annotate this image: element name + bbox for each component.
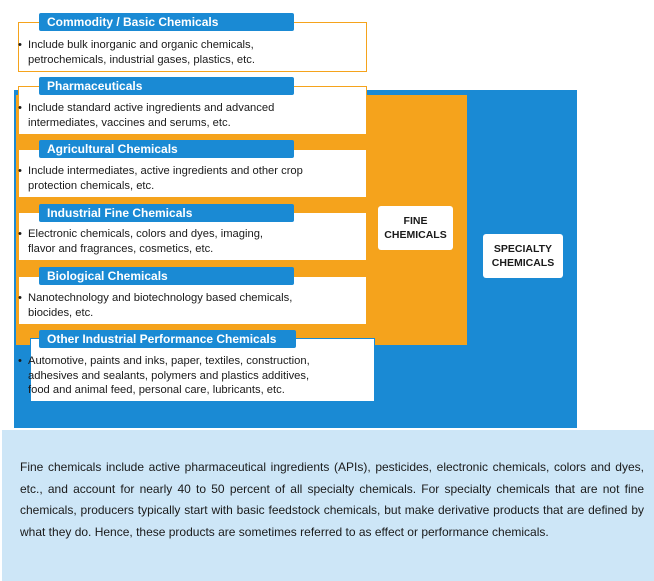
category-desc-line: petrochemicals, industrial gases, plasti… <box>28 53 255 66</box>
category-title-biological: Biological Chemicals <box>39 267 294 285</box>
bullet-glyph: • <box>18 39 22 51</box>
category-desc-line: Automotive, paints and inks, paper, text… <box>28 355 310 367</box>
category-desc-line: adhesives and sealants, polymers and pla… <box>28 369 310 382</box>
category-box-other-performance <box>30 338 375 402</box>
specialty-label-line: SPECIALTY <box>493 243 553 255</box>
category-desc-line: flavor and fragrances, cosmetics, etc. <box>28 242 214 255</box>
category-desc-line: biocides, etc. <box>28 306 94 319</box>
category-desc-line: Include intermediates, active ingredient… <box>28 165 303 177</box>
category-title-industrial-fine: Industrial Fine Chemicals <box>39 204 294 222</box>
bullet-glyph: • <box>18 102 22 114</box>
fine-chemicals-label: FINE CHEMICALS <box>378 206 453 250</box>
category-desc-industrial-fine: • Electronic chemicals, colors and dyes,… <box>18 227 264 256</box>
category-desc-line: intermediates, vaccines and serums, etc. <box>28 116 231 129</box>
bullet-glyph: • <box>18 292 22 304</box>
footer-note-text: Fine chemicals include active pharmaceut… <box>20 460 644 539</box>
category-title-pharmaceuticals: Pharmaceuticals <box>39 77 294 95</box>
category-desc-agricultural: • Include intermediates, active ingredie… <box>18 164 303 193</box>
fine-label-line: FINE <box>403 215 428 227</box>
category-desc-line: food and animal feed, personal care, lub… <box>28 384 285 396</box>
category-title-other-performance: Other Industrial Performance Chemicals <box>39 330 296 348</box>
footer-note-panel: Fine chemicals include active pharmaceut… <box>2 430 654 581</box>
specialty-label-line: CHEMICALS <box>491 257 555 269</box>
bullet-glyph: • <box>18 355 22 367</box>
category-desc-line: Include bulk inorganic and organic chemi… <box>28 39 254 51</box>
category-desc-line: Nanotechnology and biotechnology based c… <box>28 292 293 304</box>
category-desc-line: Electronic chemicals, colors and dyes, i… <box>28 228 264 240</box>
category-title-agricultural: Agricultural Chemicals <box>39 140 294 158</box>
category-desc-pharmaceuticals: • Include standard active ingredients an… <box>18 101 275 130</box>
bullet-glyph: • <box>18 228 22 240</box>
bullet-glyph: • <box>18 165 22 177</box>
category-desc-line: protection chemicals, etc. <box>28 179 155 192</box>
category-desc-commodity: • Include bulk inorganic and organic che… <box>18 38 255 67</box>
category-desc-line: Include standard active ingredients and … <box>28 102 275 114</box>
category-desc-other-performance: • Automotive, paints and inks, paper, te… <box>18 354 310 398</box>
category-title-commodity: Commodity / Basic Chemicals <box>39 13 294 31</box>
specialty-chemicals-label: SPECIALTY CHEMICALS <box>483 234 563 278</box>
category-desc-biological: • Nanotechnology and biotechnology based… <box>18 291 293 320</box>
fine-label-line: CHEMICALS <box>384 229 447 241</box>
